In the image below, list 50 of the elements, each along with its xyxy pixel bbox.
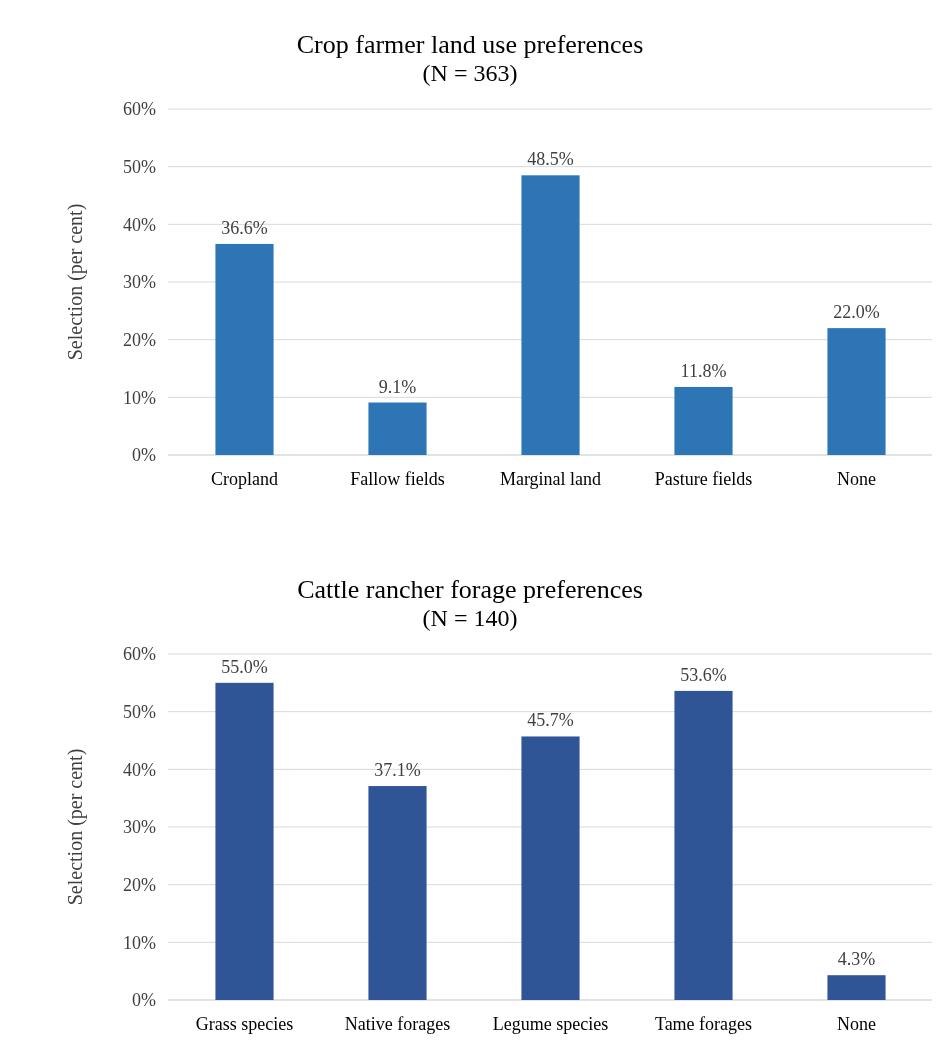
- data-label: 36.6%: [221, 217, 268, 238]
- x-tick-label: None: [837, 469, 876, 489]
- y-tick-label: 10%: [123, 932, 156, 953]
- y-tick-label: 30%: [123, 817, 156, 838]
- data-label: 53.6%: [680, 664, 727, 685]
- data-label: 9.1%: [378, 376, 417, 397]
- data-label: 22.0%: [833, 302, 880, 323]
- data-label: 55.0%: [221, 656, 268, 677]
- y-tick-label: 60%: [123, 644, 156, 665]
- data-label: 37.1%: [374, 760, 421, 781]
- data-label: 48.5%: [527, 149, 574, 170]
- chart-subtitle: (N = 363): [422, 60, 518, 86]
- bar: [368, 786, 427, 1000]
- bar: [521, 736, 580, 1000]
- bar: [827, 975, 886, 1000]
- x-tick-label: Native forages: [344, 1014, 451, 1034]
- y-tick-label: 40%: [123, 214, 156, 235]
- bar: [521, 175, 580, 455]
- chart-subtitle: (N = 140): [422, 605, 518, 631]
- y-tick-label: 30%: [123, 272, 156, 293]
- data-label: 11.8%: [680, 360, 727, 381]
- y-tick-label: 60%: [123, 99, 156, 120]
- bar: [368, 402, 427, 455]
- bar: [827, 328, 886, 455]
- y-tick-label: 10%: [123, 387, 156, 408]
- x-tick-label: Marginal land: [499, 469, 602, 489]
- y-tick-label: 0%: [132, 445, 156, 466]
- x-tick-label: None: [837, 1014, 876, 1034]
- data-label: 45.7%: [527, 710, 574, 731]
- y-axis-title: Selection (per cent): [64, 748, 87, 906]
- bar: [674, 690, 733, 1000]
- chart-title: Cattle rancher forage preferences: [297, 575, 643, 604]
- x-tick-label: Legume species: [492, 1014, 609, 1034]
- y-tick-label: 50%: [123, 701, 156, 722]
- y-axis-title: Selection (per cent): [64, 203, 87, 361]
- x-tick-label: Cropland: [211, 469, 278, 489]
- y-tick-label: 40%: [123, 759, 156, 780]
- y-tick-label: 0%: [132, 990, 156, 1011]
- y-tick-label: 50%: [123, 156, 156, 177]
- data-label: 4.3%: [837, 949, 876, 970]
- x-tick-label: Pasture fields: [654, 469, 753, 489]
- x-tick-label: Grass species: [195, 1014, 294, 1034]
- y-tick-label: 20%: [123, 329, 156, 350]
- bar: [215, 682, 274, 1000]
- bar: [674, 386, 733, 455]
- x-tick-label: Tame forages: [654, 1014, 753, 1034]
- x-tick-label: Fallow fields: [350, 469, 445, 489]
- chart-title: Crop farmer land use preferences: [296, 30, 644, 59]
- y-tick-label: 20%: [123, 874, 156, 895]
- bar: [215, 243, 274, 455]
